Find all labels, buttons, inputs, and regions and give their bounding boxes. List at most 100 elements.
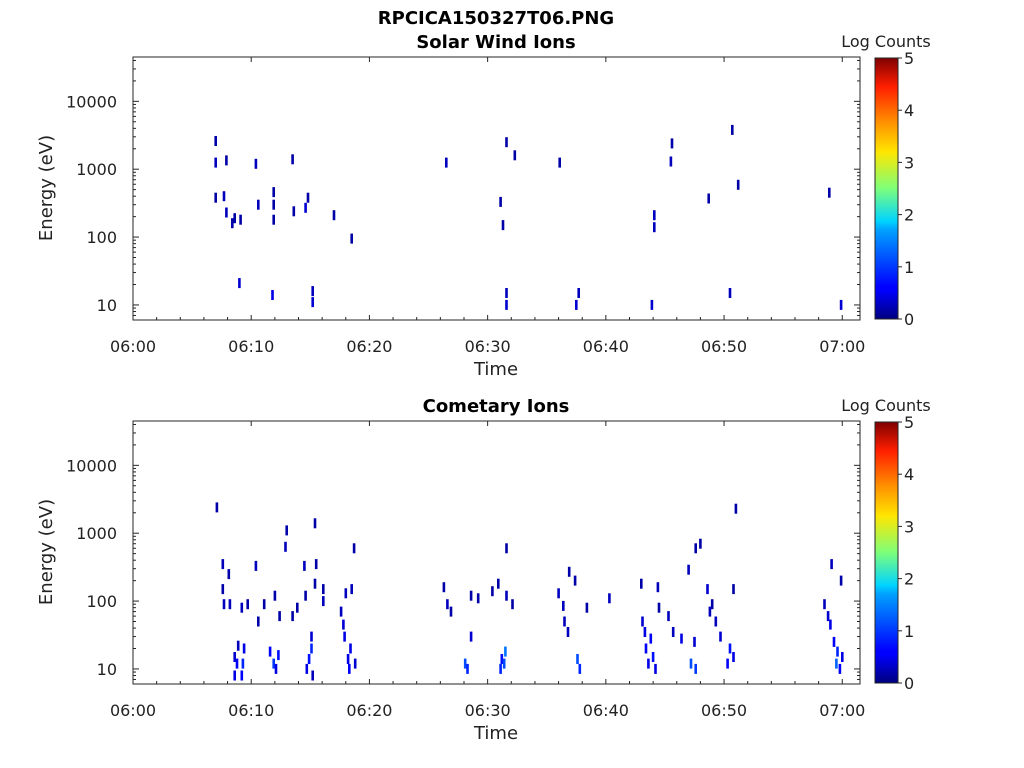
spectrogram-cell	[285, 525, 288, 536]
spectrogram-cell	[502, 658, 506, 669]
spectrogram-cell	[707, 193, 710, 204]
spectrogram-cell	[562, 600, 565, 611]
colorbar-tick-label: 2	[904, 206, 914, 225]
spectrogram-cell	[469, 590, 473, 601]
y-tick-label: 10000	[66, 456, 117, 475]
spectrogram-cell	[680, 633, 683, 644]
colorbar-tick-label: 1	[904, 622, 914, 641]
spectrogram-cell	[505, 288, 508, 298]
spectrogram-cell	[835, 658, 838, 669]
spectrogram-cell	[641, 616, 644, 627]
spectrogram-cell	[651, 652, 655, 662]
x-tick-label: 06:50	[701, 337, 747, 356]
spectrogram-cell	[350, 584, 353, 595]
spectrogram-cell	[343, 631, 346, 642]
spectrogram-cell	[469, 631, 473, 642]
spectrogram-cell	[463, 658, 467, 669]
x-tick-label: 06:10	[228, 337, 274, 356]
colorbar-tick-label: 0	[904, 674, 914, 693]
spectrogram-cell	[647, 658, 650, 669]
spectrogram-cell	[830, 559, 833, 570]
spectrogram-cell	[699, 538, 702, 549]
spectrogram-cell	[314, 559, 318, 570]
x-tick-label: 06:30	[465, 701, 511, 720]
spectrogram-cell	[278, 611, 281, 622]
x-tick-label: 06:40	[583, 701, 629, 720]
spectrogram-cell	[511, 599, 514, 610]
spectrogram-cell	[257, 199, 260, 210]
colorbar-tick-label: 3	[904, 517, 914, 536]
spectrogram-cell	[271, 290, 274, 300]
spectrogram-cell	[446, 599, 449, 610]
spectrogram-cell	[657, 602, 661, 613]
spectrogram-cell	[839, 575, 843, 586]
spectrogram-cell	[272, 199, 275, 210]
colorbar-gradient	[874, 57, 899, 320]
spectrogram-cell	[442, 582, 446, 593]
plot-frame	[132, 56, 861, 321]
spectrogram-cell	[303, 560, 306, 571]
y-axis: 10 100 1000 10000	[66, 59, 860, 321]
spectrogram-cell	[513, 150, 517, 161]
spectrogram-cell	[214, 157, 217, 168]
spectrogram-cell	[272, 214, 275, 225]
spectrogram-cell	[689, 658, 693, 669]
spectrogram-cell	[296, 602, 299, 613]
spectrogram-cell	[227, 569, 231, 580]
spectrogram-cell	[504, 646, 507, 657]
spectrogram-cell	[608, 593, 611, 604]
spectrogram-cell	[239, 214, 242, 225]
spectrogram-cell	[322, 596, 325, 607]
spectrogram-cell	[640, 578, 643, 589]
y-axis-label: Energy (eV)	[36, 135, 57, 241]
spectrogram-cell	[350, 233, 353, 244]
data-layer	[214, 124, 843, 310]
spectrogram-cell	[826, 611, 830, 622]
spectrogram-cell	[505, 299, 508, 310]
spectrogram-cell	[734, 503, 738, 514]
spectrogram-cell	[578, 663, 582, 674]
spectrogram-cell	[499, 663, 502, 674]
x-tick-label: 06:20	[346, 337, 392, 356]
spectrogram-cell	[273, 590, 277, 601]
spectrogram-cell	[499, 196, 502, 207]
x-axis-label: Time	[473, 723, 518, 744]
spectrogram-cell	[231, 218, 234, 229]
colorbar-ticks: 0 1 2 3 4 5	[898, 413, 914, 693]
spectrogram-cell	[577, 288, 580, 298]
x-axis: 06:00 06:10 06:20 06:30 06:40 06:50 07:00	[110, 57, 865, 356]
spectrogram-cell	[501, 220, 505, 231]
spectrogram-cell	[272, 658, 275, 669]
spectrogram-cell	[823, 599, 826, 610]
spectrogram-cell	[449, 606, 453, 617]
spectrogram-cell	[349, 643, 352, 654]
spectrogram-cell	[563, 616, 566, 627]
y-tick-label: 10	[97, 296, 117, 315]
spectrogram-cell	[233, 213, 236, 224]
colorbar-tick-label: 4	[904, 101, 914, 120]
spectrogram-cell	[575, 299, 578, 310]
spectrogram-cell	[215, 502, 219, 513]
spectrogram-cell	[254, 158, 258, 169]
spectrogram-cell	[669, 156, 673, 167]
spectrogram-cell	[828, 187, 831, 198]
spectrogram-cell	[310, 631, 313, 642]
spectrogram-cell	[656, 582, 660, 593]
y-tick-label: 1000	[76, 160, 117, 179]
spectrogram-cell	[585, 602, 589, 613]
spectrogram-cell	[222, 599, 226, 610]
spectrogram-cell	[310, 643, 313, 654]
figure-title: RPCICA150327T06.PNG	[378, 8, 614, 29]
spectrogram-cell	[228, 599, 232, 610]
colorbar-tick-label: 3	[904, 153, 914, 172]
x-tick-label: 07:00	[819, 337, 865, 356]
colorbar-label: Log Counts	[841, 32, 931, 51]
x-tick-label: 06:40	[583, 337, 629, 356]
spectrogram-cell	[558, 157, 561, 168]
spectrogram-cell	[650, 299, 654, 310]
spectrogram-cell	[311, 670, 314, 681]
spectrogram-cell	[322, 584, 325, 595]
colorbar-tick-label: 5	[904, 413, 914, 432]
colorbar-tick-label: 4	[904, 465, 914, 484]
